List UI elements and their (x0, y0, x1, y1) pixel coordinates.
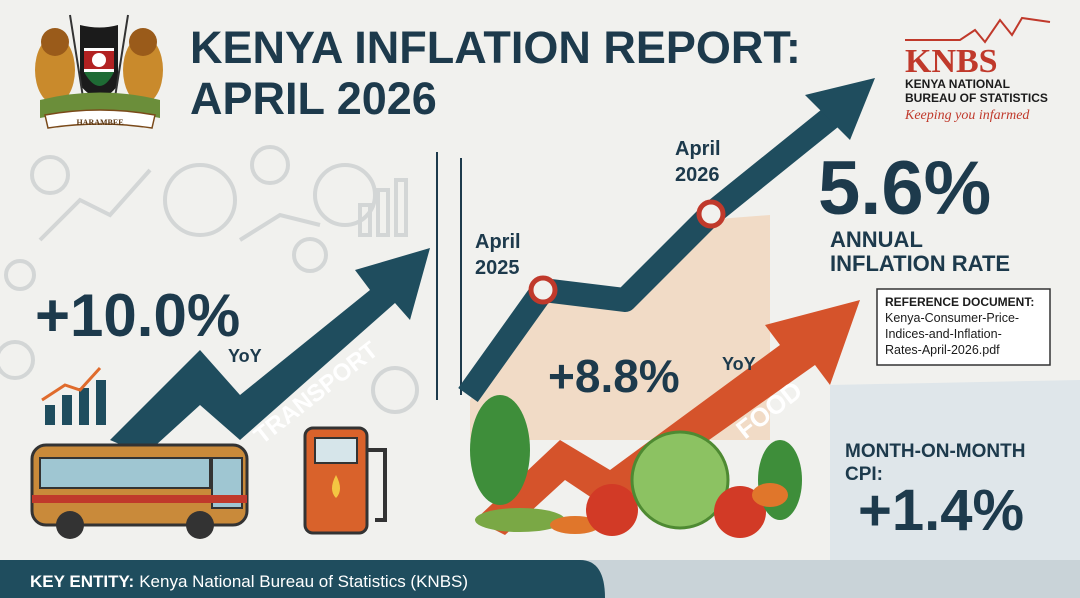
annual-label: ANNUAL (830, 227, 923, 252)
transport-change: +10.0% (35, 282, 240, 349)
trend-arrowhead (805, 78, 875, 140)
logo-tagline: Keeping you infarmed (904, 108, 1030, 123)
logo-abbr: KNBS (905, 43, 998, 80)
transport-arrow (110, 248, 430, 455)
footer-band-dark (0, 560, 605, 598)
background-icons (0, 145, 419, 414)
monthly-change: +1.4% (858, 478, 1024, 543)
fuel-pump (303, 426, 387, 535)
coat-of-arms: HARAMBEE (35, 14, 163, 129)
reference-file: Rates-April-2026.pdf (885, 343, 1000, 357)
monthly-label: MONTH-ON-MONTH (845, 441, 1025, 462)
reference-heading: REFERENCE DOCUMENT: (885, 295, 1034, 309)
transport-period: YoY (228, 346, 262, 366)
footer-key: KEY ENTITY: (30, 572, 134, 591)
logo-name: BUREAU OF STATISTICS (905, 91, 1048, 105)
reference-file: Kenya-Consumer-Price- (885, 311, 1019, 325)
footer-text: KEY ENTITY: Kenya National Bureau of Stat… (30, 572, 468, 591)
food-change: +8.8% (548, 350, 680, 402)
end-label: April (675, 138, 721, 160)
annual-rate: 5.6% (818, 146, 991, 231)
logo-name: KENYA NATIONAL (905, 77, 1010, 91)
knbs-logo: KNBS KENYA NATIONAL BUREAU OF STATISTICS… (904, 16, 1051, 123)
small-bar-icon (41, 366, 106, 425)
timeline-point (528, 275, 558, 305)
start-label: 2025 (475, 257, 520, 279)
food-arrow (475, 300, 860, 535)
trend-area (470, 215, 770, 440)
footer-entity: Kenya National Bureau of Statistics (KNB… (139, 572, 468, 591)
title: APRIL 2026 (190, 73, 437, 124)
vegetables (470, 395, 802, 538)
food-period: YoY (722, 354, 756, 374)
monthly-label: CPI: (845, 464, 883, 485)
reference-file: Indices-and-Inflation- (885, 327, 1002, 341)
bus (30, 443, 249, 539)
annual-label: INFLATION RATE (830, 251, 1010, 276)
start-label: April (475, 231, 521, 253)
emblem-motto: HARAMBEE (76, 118, 123, 127)
title: KENYA INFLATION REPORT: (190, 22, 801, 73)
monthly-panel (830, 380, 1080, 560)
reference-box (876, 288, 1051, 366)
end-label: 2026 (675, 164, 720, 186)
trend-arrow (458, 100, 848, 402)
timeline-point (696, 199, 726, 229)
